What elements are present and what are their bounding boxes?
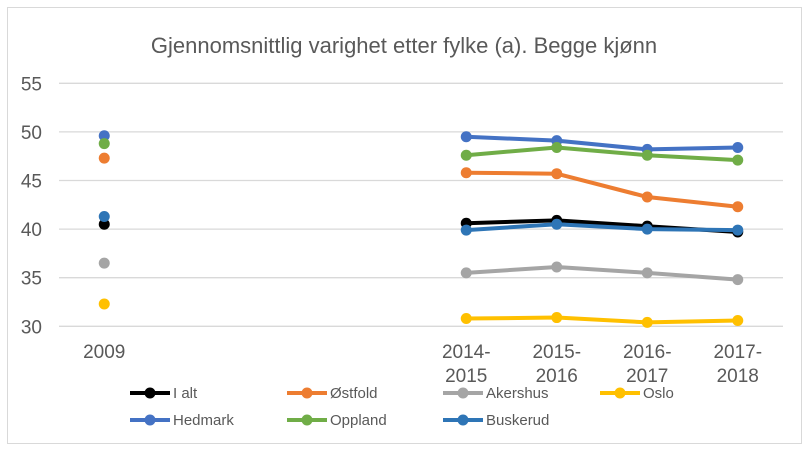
data-point bbox=[98, 218, 110, 230]
x-tick-label: 2009 bbox=[83, 342, 125, 363]
y-tick-label: 40 bbox=[21, 220, 42, 241]
legend-label: Buskerud bbox=[486, 412, 549, 429]
y-tick-label: 30 bbox=[21, 317, 42, 338]
legend-item: I alt bbox=[130, 385, 198, 402]
series-line bbox=[466, 145, 738, 163]
series-line bbox=[466, 170, 738, 209]
series-Oppland bbox=[98, 138, 744, 166]
data-point bbox=[460, 313, 472, 325]
data-point bbox=[98, 298, 110, 310]
legend-item: Østfold bbox=[287, 385, 378, 402]
legend-label: Østfold bbox=[330, 385, 378, 402]
data-point bbox=[460, 167, 472, 179]
x-tick-label: 2016- bbox=[623, 342, 672, 363]
legend-item: Oppland bbox=[287, 412, 387, 429]
data-point bbox=[460, 149, 472, 161]
legend-marker bbox=[301, 414, 313, 426]
data-point bbox=[551, 261, 563, 273]
data-point bbox=[641, 223, 653, 235]
data-point bbox=[98, 138, 110, 150]
chart-title: Gjennomsnittlig varighet etter fylke (a)… bbox=[151, 33, 657, 58]
y-tick-label: 35 bbox=[21, 269, 42, 290]
legend-label: Oslo bbox=[643, 385, 674, 402]
data-point bbox=[641, 149, 653, 161]
x-tick-label: 2014- bbox=[442, 342, 491, 363]
data-point bbox=[732, 141, 744, 153]
y-tick-label: 45 bbox=[21, 172, 42, 193]
series-Østfold bbox=[98, 152, 744, 213]
data-point bbox=[460, 267, 472, 279]
legend-marker bbox=[144, 387, 156, 399]
legend-marker bbox=[457, 387, 469, 399]
data-point bbox=[460, 131, 472, 143]
legend-marker bbox=[457, 414, 469, 426]
series-line bbox=[466, 134, 738, 152]
data-point bbox=[551, 168, 563, 180]
data-point bbox=[732, 154, 744, 166]
data-point bbox=[732, 201, 744, 213]
data-point bbox=[732, 224, 744, 236]
x-tick-label: 2015- bbox=[532, 342, 581, 363]
x-tick-label: 2018 bbox=[717, 366, 759, 387]
legend-item: Akershus bbox=[443, 385, 549, 402]
y-tick-label: 55 bbox=[21, 74, 42, 95]
data-point bbox=[460, 224, 472, 236]
data-point bbox=[641, 267, 653, 279]
data-point bbox=[98, 257, 110, 269]
x-tick-label: 2017 bbox=[626, 366, 668, 387]
data-point bbox=[551, 218, 563, 230]
data-point bbox=[641, 316, 653, 328]
data-point bbox=[98, 152, 110, 164]
legend-item: Oslo bbox=[600, 385, 674, 402]
x-tick-label: 2015 bbox=[445, 366, 487, 387]
x-tick-label: 2016 bbox=[536, 366, 578, 387]
legend-item: Buskerud bbox=[443, 412, 549, 429]
data-point bbox=[641, 191, 653, 203]
series-line bbox=[466, 222, 738, 233]
data-point bbox=[98, 210, 110, 222]
series-line bbox=[466, 265, 738, 282]
data-point bbox=[732, 314, 744, 326]
data-point bbox=[98, 130, 110, 142]
series-Oslo bbox=[98, 298, 744, 328]
series-line bbox=[466, 315, 738, 325]
legend-label: Akershus bbox=[486, 385, 549, 402]
data-point bbox=[732, 274, 744, 286]
chart-border bbox=[7, 7, 802, 444]
legend-label: Oppland bbox=[330, 412, 387, 429]
series-Buskerud bbox=[98, 210, 744, 236]
y-tick-label: 50 bbox=[21, 123, 42, 144]
legend-marker bbox=[614, 387, 626, 399]
data-point bbox=[551, 312, 563, 324]
legend-label: I alt bbox=[173, 385, 198, 402]
legend-marker bbox=[301, 387, 313, 399]
series-Akershus bbox=[98, 257, 744, 286]
legend-item: Hedmark bbox=[130, 412, 234, 429]
legend-marker bbox=[144, 414, 156, 426]
legend-label: Hedmark bbox=[173, 412, 234, 429]
data-point bbox=[551, 141, 563, 153]
x-tick-label: 2017- bbox=[713, 342, 762, 363]
